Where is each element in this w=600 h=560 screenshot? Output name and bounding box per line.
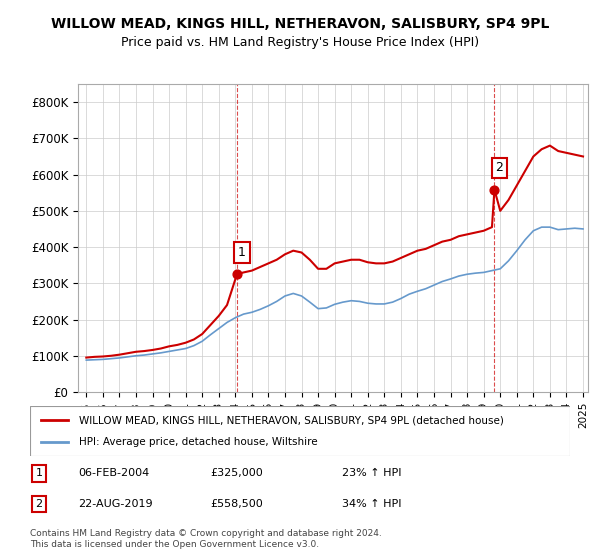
- Text: WILLOW MEAD, KINGS HILL, NETHERAVON, SALISBURY, SP4 9PL: WILLOW MEAD, KINGS HILL, NETHERAVON, SAL…: [51, 17, 549, 31]
- Text: 2: 2: [35, 499, 43, 509]
- Text: 1: 1: [35, 468, 43, 478]
- Text: 1: 1: [238, 246, 246, 259]
- Text: £325,000: £325,000: [210, 468, 263, 478]
- Text: 22-AUG-2019: 22-AUG-2019: [78, 499, 152, 509]
- Text: 34% ↑ HPI: 34% ↑ HPI: [342, 499, 401, 509]
- Text: WILLOW MEAD, KINGS HILL, NETHERAVON, SALISBURY, SP4 9PL (detached house): WILLOW MEAD, KINGS HILL, NETHERAVON, SAL…: [79, 415, 503, 425]
- Point: [490, 185, 499, 194]
- Text: Price paid vs. HM Land Registry's House Price Index (HPI): Price paid vs. HM Land Registry's House …: [121, 36, 479, 49]
- Text: Contains HM Land Registry data © Crown copyright and database right 2024.
This d: Contains HM Land Registry data © Crown c…: [30, 529, 382, 549]
- Text: £558,500: £558,500: [210, 499, 263, 509]
- Point: [232, 270, 242, 279]
- FancyBboxPatch shape: [30, 406, 570, 456]
- Text: HPI: Average price, detached house, Wiltshire: HPI: Average price, detached house, Wilt…: [79, 437, 317, 447]
- Text: 2: 2: [496, 161, 503, 174]
- Text: 23% ↑ HPI: 23% ↑ HPI: [342, 468, 401, 478]
- Text: 06-FEB-2004: 06-FEB-2004: [78, 468, 149, 478]
